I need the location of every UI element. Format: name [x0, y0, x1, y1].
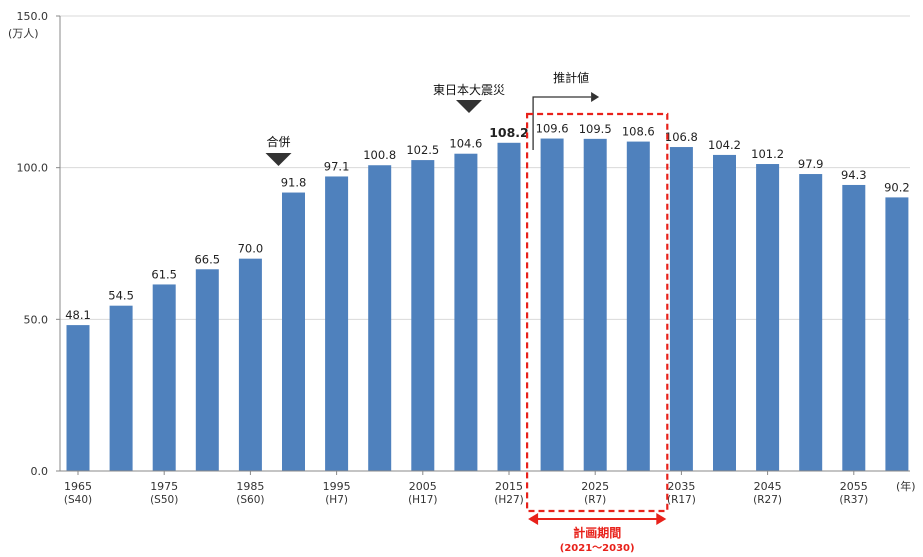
- bar: [669, 147, 693, 472]
- y-axis: (万人) 0.0 50.0 100.0 150.0: [8, 10, 61, 478]
- value-label: 70.0: [238, 242, 264, 256]
- merger-label: 合併: [266, 134, 290, 149]
- bar: [626, 141, 650, 471]
- bars: [66, 138, 909, 472]
- value-label: 108.6: [622, 125, 655, 139]
- x-tick-era: (H17): [408, 494, 437, 506]
- x-tick-year: 1995: [323, 480, 351, 493]
- value-label: 101.2: [751, 147, 784, 161]
- estimate-label: 推計値: [553, 70, 589, 85]
- x-tick-era: (S40): [64, 494, 92, 506]
- x-tick-year: 2025: [581, 480, 609, 493]
- bar: [583, 138, 607, 471]
- merger-marker-icon: [265, 153, 292, 166]
- plan-period-box: [525, 112, 669, 513]
- x-tick-era: (H7): [325, 494, 348, 506]
- value-label: 54.5: [108, 289, 134, 303]
- bar: [540, 138, 564, 471]
- bar: [756, 164, 780, 471]
- x-tick-era: (H27): [494, 494, 523, 506]
- estimate-arrow-icon: [532, 96, 592, 150]
- bar: [282, 192, 305, 472]
- value-labels: 48.1 54.5 61.5 66.5 70.0 91.8 97.1 100.8 102.5 10…: [65, 122, 910, 323]
- annotations: 合併 東日本大震災 推計値 計画期間 (2021～2030): [265, 70, 669, 554]
- bar: [195, 269, 219, 471]
- value-label: 106.8: [665, 130, 698, 144]
- value-label: 48.1: [65, 308, 91, 322]
- bar: [325, 176, 349, 472]
- value-label: 66.5: [194, 252, 220, 266]
- plan-period-arrow-right-icon: [656, 513, 667, 525]
- x-tick-year: 2055: [840, 480, 868, 493]
- bar: [109, 305, 133, 471]
- bar: [885, 197, 909, 472]
- grid-lines: [60, 15, 910, 320]
- plan-period-range: (2021～2030): [560, 543, 635, 554]
- value-label: 61.5: [151, 267, 177, 281]
- estimate-arrowhead-icon: [591, 92, 600, 102]
- x-tick-year: 1975: [150, 480, 178, 493]
- value-label: 100.8: [363, 148, 396, 162]
- value-label: 109.6: [536, 122, 569, 136]
- value-label: 104.6: [449, 137, 482, 151]
- x-tick-era: (S50): [150, 494, 178, 506]
- x-tick-era: (S60): [236, 494, 264, 506]
- y-tick-label: 100.0: [17, 162, 49, 175]
- x-tick-year: 2005: [409, 480, 437, 493]
- x-tick-era: (R17): [667, 494, 696, 506]
- x-tick-year: 1965: [64, 480, 92, 493]
- plan-period-label: 計画期間: [573, 525, 621, 540]
- earthquake-marker-icon: [456, 100, 482, 113]
- value-label: 109.5: [579, 122, 612, 136]
- bar: [842, 184, 866, 471]
- value-label: 97.9: [798, 157, 824, 171]
- y-tick-label: 0.0: [31, 465, 49, 478]
- x-tick-year: 2035: [667, 480, 695, 493]
- bar: [66, 325, 90, 471]
- y-tick-label: 50.0: [24, 313, 49, 326]
- y-tick-label: 150.0: [17, 10, 49, 23]
- value-label: 104.2: [708, 138, 741, 152]
- bar: [799, 174, 823, 471]
- x-axis-unit: (年): [896, 479, 916, 493]
- x-tick-year: 2045: [754, 480, 782, 493]
- y-axis-unit: (万人): [8, 27, 39, 40]
- bar: [368, 165, 392, 472]
- x-tick-era: (R37): [839, 494, 868, 506]
- bar: [713, 154, 736, 471]
- x-axis: (年) 1965(S40) 1975(S50) 1985(S60) 1995(H7) 2…: [60, 470, 916, 506]
- value-label: 94.3: [841, 168, 867, 182]
- value-label: 91.8: [281, 176, 307, 190]
- value-label: 90.2: [884, 180, 910, 194]
- bar: [497, 142, 521, 471]
- x-tick-year: 1985: [236, 480, 264, 493]
- bar: [152, 284, 176, 471]
- x-tick-era: (R27): [753, 494, 782, 506]
- plan-period-arrow-left-icon: [528, 513, 539, 525]
- value-label: 97.1: [324, 159, 350, 173]
- bar: [454, 153, 478, 472]
- earthquake-label: 東日本大震災: [433, 83, 505, 97]
- x-tick-year: 2015: [495, 480, 523, 493]
- value-label: 102.5: [406, 143, 439, 157]
- x-tick-era: (R7): [584, 494, 606, 506]
- value-label: 108.2: [489, 125, 529, 140]
- bar: [238, 258, 262, 471]
- bar: [411, 160, 435, 472]
